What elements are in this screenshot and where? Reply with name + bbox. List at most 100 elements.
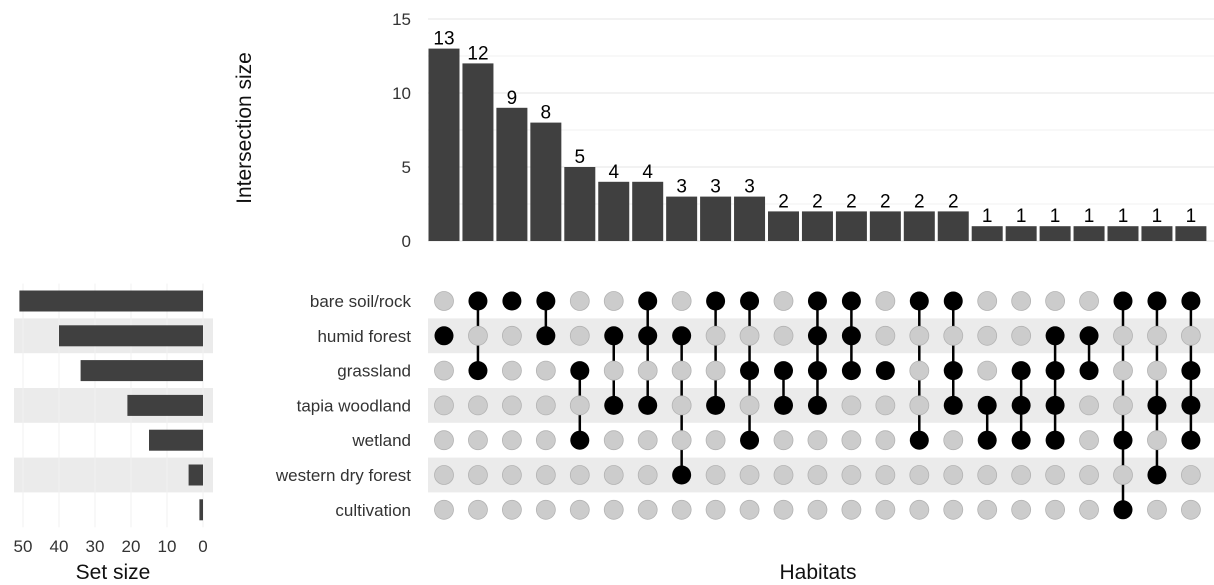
matrix-dot-active [1147, 291, 1167, 311]
intersection-bar-label: 3 [710, 177, 721, 198]
matrix-dot-inactive [739, 325, 760, 346]
intersection-bar [1175, 226, 1207, 241]
matrix-dot-inactive [841, 430, 862, 451]
intersection-bar [700, 196, 732, 241]
matrix-dot-inactive [1147, 325, 1167, 346]
matrix-dot-inactive [501, 465, 522, 485]
intersection-y-tick-label: 10 [392, 84, 411, 103]
intersection-bar-label: 3 [744, 177, 755, 198]
matrix-dot-inactive [1113, 395, 1133, 416]
matrix-dot-active [1113, 430, 1133, 450]
set-size-bars [19, 290, 204, 521]
matrix-dot-inactive [1011, 465, 1032, 485]
matrix-dot-active [604, 326, 624, 346]
matrix-dot-inactive [535, 360, 556, 381]
matrix-dot-active [1079, 361, 1099, 381]
matrix-dot-active [943, 395, 963, 415]
intersection-bar-label: 2 [846, 191, 857, 212]
set-size-bar [127, 394, 203, 416]
matrix-dot-inactive [841, 465, 862, 485]
matrix-dot-inactive [434, 291, 454, 311]
x-axis-label: Habitats [779, 561, 856, 584]
intersection-bar [734, 196, 766, 241]
matrix-dot-inactive [637, 465, 658, 485]
matrix-dot-inactive [1079, 291, 1099, 311]
set-name-label: grassland [337, 362, 411, 381]
matrix-dot-active [977, 430, 997, 450]
matrix-dot-inactive [977, 360, 998, 381]
matrix-dot-inactive [773, 291, 794, 311]
matrix-dot-inactive [501, 325, 522, 346]
matrix-dot-inactive [535, 465, 556, 485]
matrix-dot-inactive [671, 430, 692, 451]
intersection-bar-label: 12 [467, 43, 488, 64]
matrix-dot-inactive [1147, 499, 1167, 520]
matrix-dot-inactive [569, 499, 590, 520]
matrix-dot-inactive [434, 360, 454, 381]
matrix-dot-inactive [637, 499, 658, 520]
matrix-dot-active [1181, 291, 1201, 311]
matrix-dot-active [740, 430, 760, 450]
matrix-dot-active [1181, 361, 1201, 381]
matrix-dot-inactive [603, 291, 624, 311]
matrix-dot-inactive [501, 430, 522, 451]
matrix-dot-inactive [773, 430, 794, 451]
matrix-dot-active [638, 291, 658, 311]
matrix-dot-inactive [468, 430, 488, 451]
matrix-dot-active [570, 430, 590, 450]
intersection-bar [1005, 226, 1037, 241]
matrix-dot-inactive [603, 499, 624, 520]
matrix-dot-active [1011, 430, 1031, 450]
matrix-dot-active [875, 361, 895, 381]
set-size-bar [59, 325, 203, 347]
matrix-dot-inactive [501, 499, 522, 520]
intersection-bar-label: 1 [1152, 206, 1163, 227]
matrix-dot-inactive [875, 430, 896, 451]
matrix-dot-active [502, 291, 522, 311]
set-size-bar [149, 429, 203, 451]
set-size-tick-label: 20 [122, 537, 141, 556]
matrix-dot-inactive [434, 395, 454, 416]
intersection-bar [801, 211, 833, 241]
matrix-dot-inactive [875, 325, 896, 346]
matrix-dot-active [706, 291, 726, 311]
matrix-dot-inactive [535, 499, 556, 520]
intersection-bar [903, 211, 935, 241]
set-name-label: wetland [351, 431, 411, 450]
matrix-dot-active [1147, 395, 1167, 415]
matrix-dot-active [807, 361, 827, 381]
intersection-bar-label: 1 [1118, 206, 1129, 227]
matrix-dot-active [1147, 465, 1167, 485]
matrix-dot-active [807, 326, 827, 346]
matrix-dot-inactive [1011, 325, 1032, 346]
intersection-bar [1073, 226, 1105, 241]
matrix-dot-inactive [1079, 395, 1099, 416]
matrix-dot-active [943, 291, 963, 311]
matrix-dot-inactive [1079, 430, 1099, 451]
matrix-dot-inactive [1181, 325, 1201, 346]
matrix-dot-inactive [1045, 499, 1065, 520]
matrix-dot-active [638, 395, 658, 415]
matrix-dot-active [1079, 326, 1099, 346]
set-size-bar [80, 360, 203, 382]
matrix-dot-active [536, 326, 556, 346]
matrix-dot-active [807, 291, 827, 311]
intersection-bar [564, 167, 596, 241]
matrix-dot-inactive [807, 465, 828, 485]
matrix-dot-active [706, 395, 726, 415]
intersection-bar-label: 1 [982, 206, 993, 227]
matrix-dot-inactive [943, 325, 964, 346]
matrix-dot-inactive [1181, 499, 1201, 520]
matrix-dot-inactive [977, 291, 998, 311]
intersection-y-tick-label: 5 [402, 158, 411, 177]
matrix-dot-active [638, 326, 658, 346]
matrix-dot-inactive [535, 430, 556, 451]
matrix-dot-inactive [977, 499, 998, 520]
intersection-bar-label: 2 [778, 191, 789, 212]
matrix-dot-inactive [739, 465, 760, 485]
matrix-dot-inactive [468, 465, 488, 485]
intersection-bar [768, 211, 799, 241]
matrix-dot-active [604, 395, 624, 415]
intersection-bar-label: 4 [608, 162, 619, 183]
